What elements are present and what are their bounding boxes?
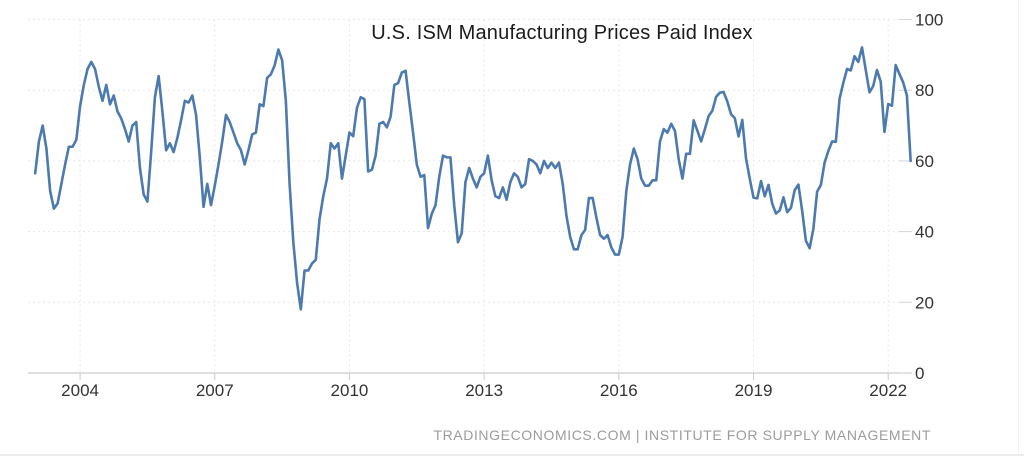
x-axis-tick-label: 2004 bbox=[61, 381, 99, 400]
x-axis-tick-label: 2010 bbox=[331, 381, 369, 400]
x-axis-tick-label: 2016 bbox=[600, 381, 638, 400]
y-axis-tick-label: 100 bbox=[915, 10, 943, 29]
x-axis-tick-label: 2013 bbox=[465, 381, 503, 400]
y-axis-tick-label: 20 bbox=[915, 293, 934, 312]
footer-divider bbox=[0, 454, 1024, 456]
y-axis-tick-label: 80 bbox=[915, 81, 934, 100]
chart-title: U.S. ISM Manufacturing Prices Paid Index bbox=[371, 22, 753, 44]
y-axis-tick-label: 40 bbox=[915, 223, 934, 242]
source-attribution: TRADINGECONOMICS.COM | INSTITUTE FOR SUP… bbox=[433, 427, 931, 443]
x-axis-tick-label: 2022 bbox=[869, 381, 907, 400]
y-axis-tick-label: 0 bbox=[915, 364, 924, 383]
series-line bbox=[33, 46, 912, 311]
x-axis-tick-label: 2019 bbox=[735, 381, 773, 400]
x-axis-tick-label: 2007 bbox=[196, 381, 234, 400]
y-axis-tick-label: 60 bbox=[915, 152, 934, 171]
chart-right-border bbox=[1018, 0, 1019, 455]
